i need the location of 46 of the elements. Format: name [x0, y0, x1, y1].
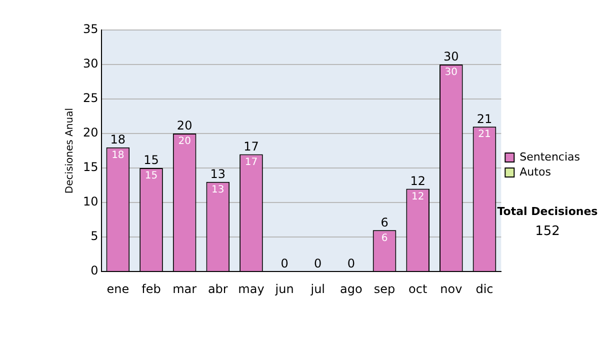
x-tick-label: dic [476, 282, 494, 296]
data-label: 13 [212, 184, 224, 196]
x-tick-label: jun [274, 282, 294, 296]
x-tick-label: sep [374, 282, 396, 296]
y-tick-label: 30 [82, 56, 98, 71]
total-label: 30 [444, 50, 459, 64]
data-label: 18 [112, 150, 124, 161]
y-tick-label: 5 [90, 229, 98, 244]
data-label: 21 [478, 129, 491, 140]
data-label: 12 [411, 191, 424, 202]
text: 152 [534, 224, 561, 239]
x-tick-label: ago [340, 282, 362, 296]
total-label: 18 [110, 132, 126, 146]
legend-label: Autos [520, 165, 552, 178]
total-label: 15 [144, 153, 159, 168]
y-tick-label: 15 [82, 160, 98, 174]
total-label: 12 [410, 174, 426, 188]
y-tick-label: 10 [82, 194, 98, 209]
annotation: Total Decisiones [496, 205, 599, 218]
data-label: 6 [381, 232, 388, 244]
y-tick-label: 25 [82, 91, 98, 106]
x-tick-label: abr [208, 282, 228, 296]
x-tick-label: ene [106, 282, 130, 296]
total-label: 13 [210, 166, 226, 181]
total-label: 6 [380, 215, 388, 230]
total-label: 17 [244, 139, 259, 154]
x-tick-label: nov [440, 282, 462, 296]
x-tick-label: mar [172, 282, 197, 296]
total-label: 21 [476, 112, 492, 126]
data-label: 20 [178, 136, 191, 148]
total-label: 0 [280, 256, 288, 271]
data-label: 17 [244, 156, 258, 168]
y-tick-label: 20 [82, 126, 98, 140]
x-tick-label: may [238, 282, 264, 296]
total-label: 20 [176, 118, 192, 133]
total-label: 0 [314, 256, 322, 271]
legend-label: Sentencias [520, 150, 580, 164]
y-tick-label: 35 [82, 22, 98, 36]
x-tick-label: oct [408, 282, 428, 296]
total-label: 0 [347, 256, 356, 271]
y-axis-title: Decisiones Anual [64, 108, 76, 194]
y-tick-label: 0 [90, 264, 98, 278]
x-tick-label: jul [310, 282, 326, 296]
data-label: 15 [144, 170, 158, 182]
x-tick-label: feb [142, 282, 161, 296]
data-label: 30 [444, 67, 458, 78]
